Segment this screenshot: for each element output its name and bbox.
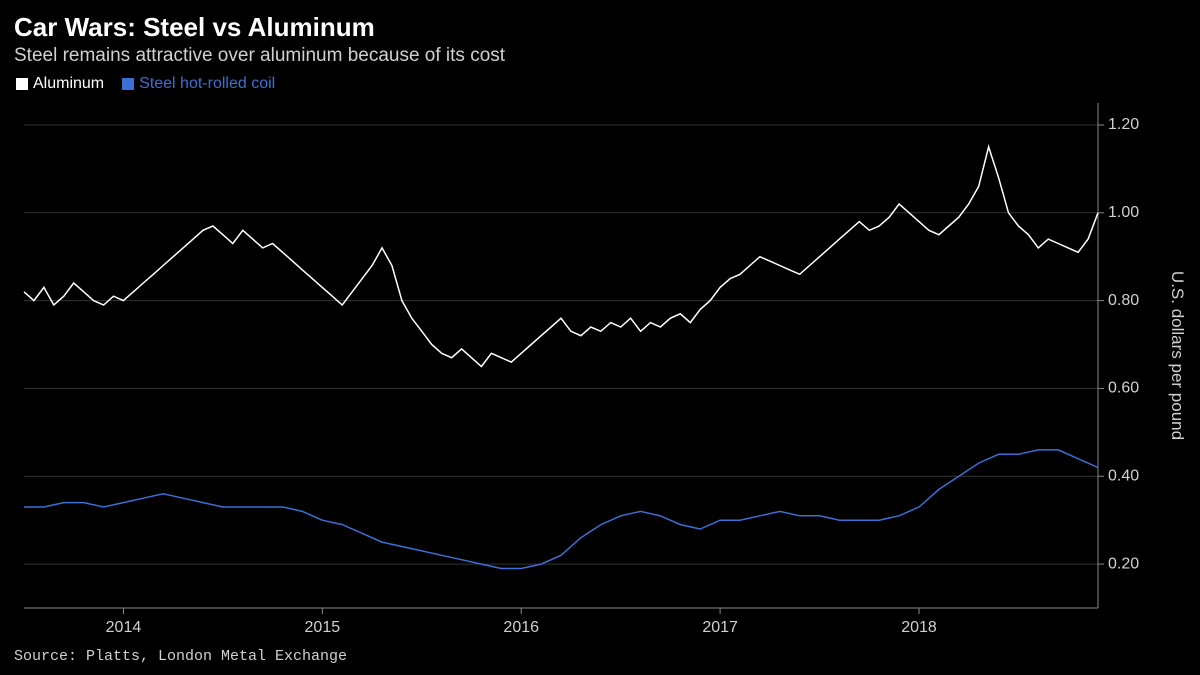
- legend-label-steel: Steel hot-rolled coil: [139, 75, 275, 93]
- chart-subtitle: Steel remains attractive over aluminum b…: [14, 45, 1186, 67]
- legend: Aluminum Steel hot-rolled coil: [14, 75, 1186, 93]
- y-axis-title: U.S. dollars per pound: [1168, 271, 1186, 440]
- x-tick-label: 2014: [106, 619, 142, 636]
- series-line: [24, 450, 1098, 569]
- y-tick-label: 0.60: [1108, 380, 1139, 397]
- x-tick-label: 2017: [702, 619, 738, 636]
- y-tick-label: 0.20: [1108, 555, 1139, 572]
- legend-item-aluminum: Aluminum: [16, 75, 104, 93]
- y-tick-label: 1.20: [1108, 116, 1139, 133]
- x-tick-label: 2016: [503, 619, 539, 636]
- x-tick-label: 2015: [305, 619, 341, 636]
- chart-plot-area: 0.20 0.40 0.60 0.80 1.00 1.20 2014 2015 2016 2017…: [14, 97, 1186, 642]
- chart-source: Source: Platts, London Metal Exchange: [14, 648, 1186, 665]
- chart-title: Car Wars: Steel vs Aluminum: [14, 12, 1186, 43]
- chart-svg: 0.20 0.40 0.60 0.80 1.00 1.20 2014 2015 2016 2017…: [14, 97, 1186, 642]
- legend-swatch-steel: [122, 78, 134, 90]
- y-tick-label: 0.40: [1108, 467, 1139, 484]
- legend-swatch-aluminum: [16, 78, 28, 90]
- legend-label-aluminum: Aluminum: [33, 75, 104, 93]
- y-tick-label: 0.80: [1108, 292, 1139, 309]
- y-tick-label: 1.00: [1108, 204, 1139, 221]
- series-line: [24, 147, 1098, 367]
- x-tick-label: 2018: [901, 619, 937, 636]
- legend-item-steel: Steel hot-rolled coil: [122, 75, 275, 93]
